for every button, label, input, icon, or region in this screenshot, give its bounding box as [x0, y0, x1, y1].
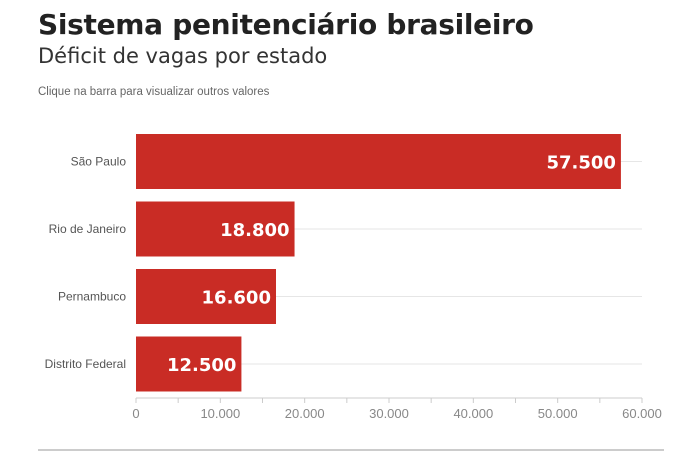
x-tick-label: 10.000: [200, 406, 240, 421]
bar[interactable]: [136, 336, 242, 392]
category-label: Distrito Federal: [45, 357, 126, 371]
bar[interactable]: [136, 269, 276, 324]
chart-title: Sistema penitenciário brasileiro: [38, 8, 534, 41]
bottom-divider: [38, 449, 664, 451]
x-tick-label: 60.000: [622, 406, 662, 421]
category-label: Pernambuco: [58, 290, 126, 304]
instruction-text: Clique na barra para visualizar outros v…: [38, 86, 270, 98]
bar-value-label: 18.800: [220, 220, 289, 241]
bar-value-label: 16.600: [202, 288, 271, 309]
category-label: São Paulo: [71, 155, 127, 169]
x-tick-label: 0: [132, 406, 139, 421]
x-tick-label: 50.000: [538, 406, 578, 421]
bar[interactable]: [136, 134, 621, 189]
x-tick-label: 20.000: [285, 406, 325, 421]
bar-value-label: 12.500: [167, 355, 236, 376]
bar[interactable]: [136, 201, 295, 257]
bar-value-label: 57.500: [546, 153, 615, 174]
chart-subtitle: Déficit de vagas por estado: [38, 44, 328, 68]
category-label: Rio de Janeiro: [49, 222, 127, 236]
x-tick-label: 40.000: [453, 406, 493, 421]
x-tick-label: 30.000: [369, 406, 409, 421]
